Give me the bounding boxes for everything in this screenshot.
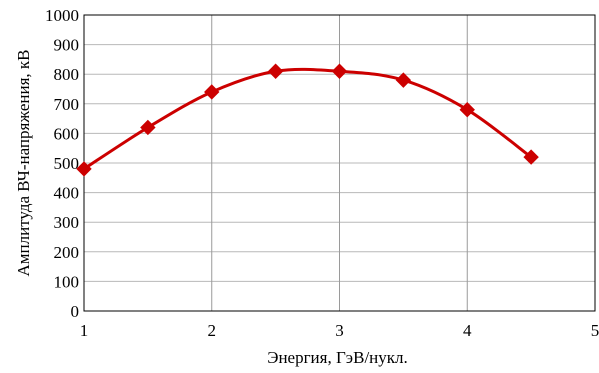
series-line [82, 67, 533, 171]
y-tick-label: 0 [71, 302, 80, 321]
y-tick-label: 400 [54, 184, 80, 203]
y-tick-label: 800 [54, 65, 80, 84]
x-tick-label: 5 [591, 321, 599, 340]
grid [84, 15, 595, 311]
x-tick-label: 1 [80, 321, 89, 340]
y-tick-label: 300 [54, 213, 80, 232]
data-point-marker [76, 161, 92, 177]
data-point-marker [523, 149, 539, 165]
x-tick-label: 4 [463, 321, 472, 340]
y-tick-label: 700 [54, 95, 80, 114]
data-point-marker [395, 72, 412, 88]
y-tick-label: 600 [54, 124, 80, 143]
data-point-marker [267, 63, 284, 79]
data-point-marker [204, 84, 220, 100]
y-axis-ticks: 0 100 200 300 400 500 600 700 800 900 1000 [45, 6, 79, 321]
x-axis-ticks: 1 2 3 4 5 [80, 321, 599, 340]
x-tick-label: 2 [208, 321, 217, 340]
y-tick-label: 100 [54, 272, 80, 291]
y-tick-label: 900 [54, 36, 80, 55]
y-tick-label: 1000 [45, 6, 79, 25]
data-point-marker [459, 102, 475, 118]
x-tick-label: 3 [335, 321, 344, 340]
data-point-marker [140, 119, 156, 136]
x-axis-title: Энергия, ГэВ/нукл. [267, 348, 408, 367]
series-group [76, 63, 539, 177]
data-point-marker [331, 63, 348, 79]
y-tick-label: 500 [54, 154, 80, 173]
y-axis-title: Амплитуда ВЧ-напряжения, кВ [14, 49, 33, 276]
y-tick-label: 200 [54, 243, 80, 262]
